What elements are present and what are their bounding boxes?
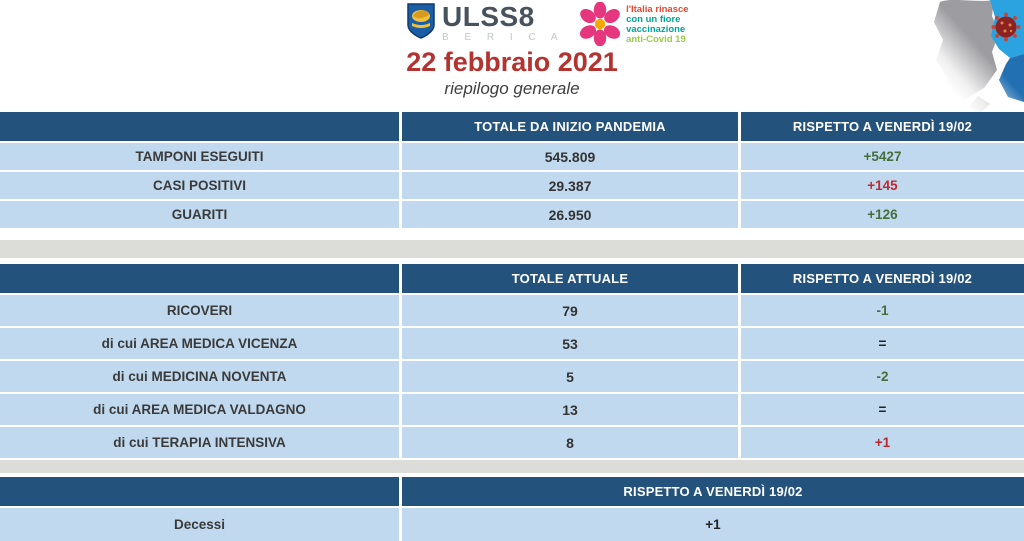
ulss8-logo: REGIONE DEL VENETO ULSS8 B E R I C A — [406, 0, 564, 43]
row-label-guariti: GUARITI — [0, 201, 399, 228]
row-total-ricoveri: 79 — [402, 295, 738, 326]
row-label-decessi: Decessi — [0, 508, 399, 541]
row-label-casi-positivi: CASI POSITIVI — [0, 172, 399, 199]
page-subtitle: riepilogo generale — [444, 79, 580, 98]
ulss8-wordmark: ULSS8 B E R I C A — [442, 3, 564, 43]
header-vs-friday-merged: RISPETTO A VENERDÌ 19/02 — [402, 477, 1024, 506]
ulss8-name: ULSS8 — [442, 1, 535, 32]
row-delta-area-medica-vicenza: = — [741, 328, 1024, 359]
header-empty-cell — [0, 112, 399, 141]
separator-band — [0, 240, 1024, 258]
slogan-line-4: anti-Covid 19 — [626, 34, 686, 46]
slogan-line-3: vaccinazione — [626, 24, 686, 36]
row-label-medicina-noventa: di cui MEDICINA NOVENTA — [0, 361, 399, 392]
header-logos: REGIONE DEL VENETO ULSS8 B E R I C A — [406, 0, 689, 46]
regione-veneto-clipped-text: REGIONE DEL VENETO — [408, 0, 528, 4]
veneto-crest-icon — [407, 3, 435, 39]
row-label-terapia-intensiva: di cui TERAPIA INTENSIVA — [0, 427, 399, 458]
row-label-area-medica-vicenza: di cui AREA MEDICA VICENZA — [0, 328, 399, 359]
row-label-ricoveri: RICOVERI — [0, 295, 399, 326]
row-total-area-medica-valdagno: 13 — [402, 394, 738, 425]
row-total-area-medica-vicenza: 53 — [402, 328, 738, 359]
row-total-casi-positivi: 29.387 — [402, 172, 738, 199]
row-total-tamponi: 545.809 — [402, 143, 738, 170]
page-title: 22 febbraio 2021 — [406, 47, 618, 77]
campaign-slogan: l'Italia rinasce con un fiore vaccinazio… — [626, 2, 688, 46]
header-total-pandemic: TOTALE DA INIZIO PANDEMIA — [402, 112, 738, 141]
province-map-graphic — [920, 0, 1024, 116]
row-delta-guariti: +126 — [741, 201, 1024, 228]
header-total-current: TOTALE ATTUALE — [402, 264, 738, 293]
table-pandemic-totals: TOTALE DA INIZIO PANDEMIA RISPETTO A VEN… — [0, 112, 1024, 228]
row-delta-tamponi: +5427 — [741, 143, 1024, 170]
row-delta-ricoveri: -1 — [741, 295, 1024, 326]
ulss8-subname: B E R I C A — [442, 32, 565, 43]
row-delta-terapia-intensiva: +1 — [741, 427, 1024, 458]
table-deaths: RISPETTO A VENERDÌ 19/02 Decessi +1 — [0, 477, 1024, 541]
row-label-tamponi: TAMPONI ESEGUITI — [0, 143, 399, 170]
primula-flower-icon — [580, 2, 621, 46]
row-total-guariti: 26.950 — [402, 201, 738, 228]
row-label-area-medica-valdagno: di cui AREA MEDICA VALDAGNO — [0, 394, 399, 425]
slogan-line-1: l'Italia rinasce — [626, 4, 689, 15]
header-vs-friday: RISPETTO A VENERDÌ 19/02 — [741, 112, 1024, 141]
header-empty-cell — [0, 477, 399, 506]
row-delta-area-medica-valdagno: = — [741, 394, 1024, 425]
slogan-line-2: con un fiore — [626, 14, 681, 26]
row-delta-casi-positivi: +145 — [741, 172, 1024, 199]
row-total-medicina-noventa: 5 — [402, 361, 738, 392]
header-empty-cell — [0, 264, 399, 293]
vaccination-campaign-logo: l'Italia rinasce con un fiore vaccinazio… — [578, 0, 689, 46]
row-total-terapia-intensiva: 8 — [402, 427, 738, 458]
table-current-hospitalizations: TOTALE ATTUALE RISPETTO A VENERDÌ 19/02 … — [0, 264, 1024, 458]
map-fade-overlay — [920, 0, 1024, 116]
header-vs-friday: RISPETTO A VENERDÌ 19/02 — [741, 264, 1024, 293]
separator-band — [0, 460, 1024, 473]
row-delta-medicina-noventa: -2 — [741, 361, 1024, 392]
row-delta-decessi: +1 — [402, 508, 1024, 541]
